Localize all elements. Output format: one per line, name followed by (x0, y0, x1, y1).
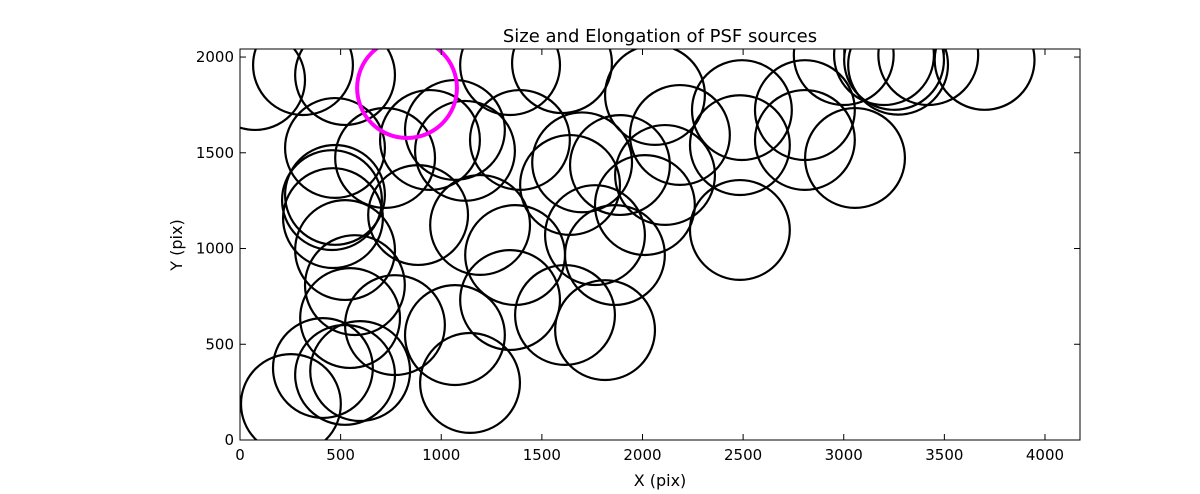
source-marker (753, 88, 856, 191)
x-axis-label: X (pix) (634, 471, 687, 490)
x-tick-label: 1000 (422, 446, 460, 464)
source-marker (531, 111, 634, 214)
source-marker (843, 49, 946, 111)
x-tick-label: 500 (326, 446, 355, 464)
source-marker (933, 49, 1036, 111)
y-tick-label: 1000 (196, 240, 234, 258)
source-marker (543, 184, 647, 287)
source-marker (281, 167, 384, 270)
markers (240, 49, 1036, 440)
source-marker (510, 49, 613, 115)
source-marker (519, 133, 622, 236)
source-marker (847, 49, 950, 116)
highlighted-source-marker (355, 49, 459, 140)
chart-title: Size and Elongation of PSF sources (503, 26, 817, 47)
source-marker (294, 49, 397, 127)
x-tick-label: 4000 (1026, 446, 1064, 464)
source-marker (283, 96, 386, 200)
source-marker (343, 274, 446, 377)
source-marker (792, 49, 895, 107)
source-marker (803, 106, 907, 209)
source-marker (413, 99, 517, 202)
source-marker (334, 106, 437, 209)
source-marker (271, 316, 374, 420)
source-marker (459, 49, 562, 117)
source-marker (419, 331, 522, 434)
source-marker (251, 49, 354, 117)
source-marker (593, 154, 696, 257)
y-axis-label: Y (pix) (167, 219, 186, 271)
source-marker (240, 353, 342, 440)
source-marker (603, 49, 706, 146)
x-tick-label: 2500 (724, 446, 762, 464)
source-marker (554, 279, 657, 382)
source-marker (429, 173, 532, 276)
y-tick-label: 0 (224, 431, 234, 449)
source-marker (283, 143, 386, 246)
source-marker (459, 249, 562, 352)
x-tick-label: 3500 (925, 446, 963, 464)
source-marker (568, 114, 671, 217)
source-marker (378, 88, 481, 191)
source-marker (303, 234, 406, 337)
source-marker (309, 320, 412, 423)
source-marker (688, 178, 791, 281)
source-marker (563, 204, 666, 307)
axis-ticks: 0 500 1000 1500 2000 2500 3000 3500 4000 0 500 1000… (196, 48, 1080, 464)
plot-frame (239, 48, 1081, 441)
y-tick-label: 500 (205, 335, 234, 353)
source-marker (628, 83, 731, 186)
source-marker (403, 284, 506, 387)
x-tick-label: 0 (235, 446, 245, 464)
x-tick-label: 1500 (523, 446, 561, 464)
source-marker (299, 267, 402, 370)
source-marker (240, 49, 307, 132)
y-tick-label: 1500 (196, 144, 234, 162)
source-marker (614, 123, 717, 227)
x-tick-label: 2000 (623, 446, 661, 464)
x-tick-label: 3000 (825, 446, 863, 464)
source-marker (688, 94, 791, 197)
source-marker (690, 59, 793, 162)
source-marker (280, 149, 383, 252)
y-tick-label: 2000 (196, 48, 234, 66)
